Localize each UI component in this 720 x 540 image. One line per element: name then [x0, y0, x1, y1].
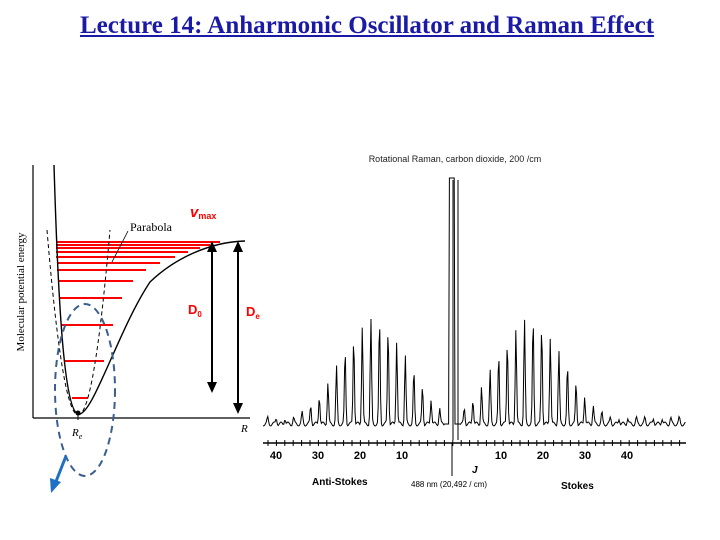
parabola-pointer [111, 230, 129, 263]
stokes-label: Stokes [561, 481, 594, 492]
raman-spectrum: 40 30 20 10 10 20 30 40 J Anti-Stokes St… [262, 177, 686, 492]
vibrational-levels [56, 241, 220, 399]
d0-arrow-top [207, 241, 217, 252]
re-label: Re [71, 427, 83, 441]
y-axis-label: Molecular potential energy [15, 232, 27, 351]
spectrum-trace [262, 177, 686, 440]
stokes-tick-20: 20 [537, 450, 549, 462]
spectrum-scale-ticks [267, 440, 681, 446]
center-j-label: J [472, 465, 478, 476]
blue-arrow-icon [53, 455, 68, 485]
vmax-label: vmax [190, 204, 216, 221]
raman-title: Rotational Raman, carbon dioxide, 200 /c… [368, 154, 542, 164]
anti-stokes-tick-10: 10 [396, 450, 408, 462]
anti-stokes-tick-40: 40 [270, 450, 282, 462]
potential-energy-diagram: Molecular potential energy Parabola Re R… [15, 164, 260, 493]
x-axis-label: R [240, 423, 248, 435]
anti-stokes-tick-20: 20 [354, 450, 366, 462]
anti-stokes-tick-30: 30 [312, 450, 324, 462]
parabola-label: Parabola [130, 220, 173, 234]
laser-line-label: 488 nm (20,492 / cm) [411, 480, 487, 489]
slide-title: Lecture 14: Anharmonic Oscillator and Ra… [80, 12, 655, 39]
blue-arrowhead-icon [50, 478, 61, 493]
anti-stokes-label: Anti-Stokes [312, 477, 368, 488]
de-label: De [246, 304, 260, 321]
morse-curve [53, 164, 246, 415]
highlight-ellipse [54, 303, 116, 477]
stokes-tick-10: 10 [495, 450, 507, 462]
stokes-tick-40: 40 [621, 450, 633, 462]
d0-label: D0 [188, 302, 202, 319]
d0-arrow-bottom [207, 382, 217, 393]
de-arrow-bottom [233, 403, 243, 414]
de-arrow-top [233, 241, 243, 252]
stokes-tick-30: 30 [579, 450, 591, 462]
